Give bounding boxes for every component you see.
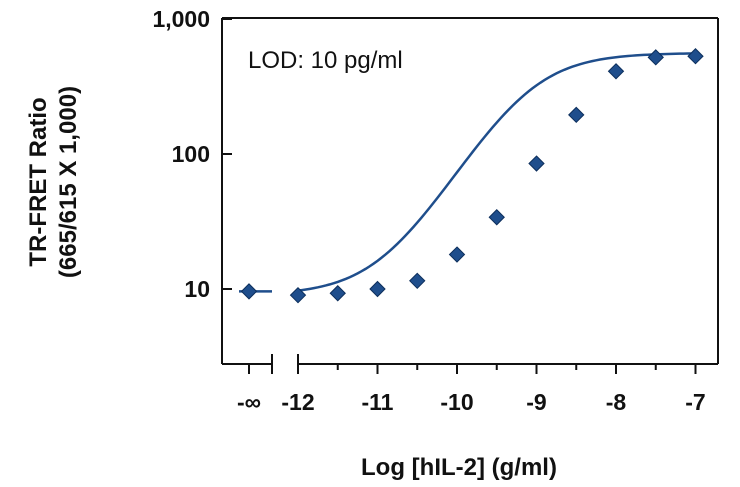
y-axis-title-line2: (665/615 X 1,000) [55,86,82,278]
data-point [528,155,545,172]
fit-curve [297,52,696,292]
x-tick-label: -10 [440,389,473,415]
data-point [329,285,346,302]
lod-annotation: LOD: 10 pg/ml [248,47,403,74]
x-axis: -∞ -12 -11 -10 -9 -8 -7 [222,354,718,415]
y-tick-label: 10 [184,276,210,302]
x-axis-title: Log [hIL-2] (g/ml) [361,454,557,481]
x-tick-label: -9 [526,389,546,415]
data-point [488,209,505,226]
y-axis-title-line1: TR-FRET Ratio [25,97,52,266]
data-markers [239,48,704,304]
x-tick-label: -12 [281,389,314,415]
y-tick-label: 1,000 [152,6,210,32]
data-point [607,63,625,80]
x-tick-label: -8 [606,389,627,415]
data-point [409,272,426,290]
data-point [448,246,466,263]
data-point [369,280,386,298]
data-point-zero [240,283,258,300]
data-point [687,48,704,65]
y-tick-label: 100 [172,141,210,167]
x-tick-label: -11 [362,389,394,415]
plot-area: 10 100 1,000 -∞ -12 -11 -10 -9 -8 -7 [152,6,719,415]
x-tick-label: -∞ [237,389,261,415]
data-point [647,49,664,66]
data-point [289,286,307,304]
data-point [568,106,585,124]
y-axis: 10 100 1,000 [152,6,719,364]
x-tick-label: -7 [685,389,705,415]
